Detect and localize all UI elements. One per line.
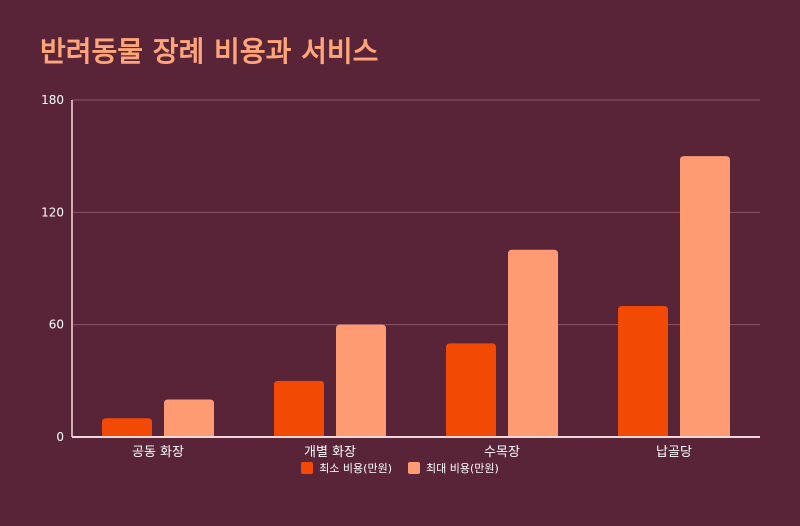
chart-title: 반려동물 장례 비용과 서비스 bbox=[40, 35, 379, 68]
bar-0-3 bbox=[618, 305, 668, 437]
x-category-label-1: 개별 화장 bbox=[304, 445, 356, 460]
axes bbox=[71, 100, 760, 438]
legend-item-max[interactable]: 최대 비용(만원) bbox=[408, 460, 499, 476]
x-category-label-2: 수목장 bbox=[484, 445, 520, 460]
legend: 최소 비용(만원) 최대 비용(만원) bbox=[0, 460, 800, 476]
bar-1-0 bbox=[164, 399, 214, 437]
x-category-label-3: 납골당 bbox=[656, 445, 692, 460]
bars bbox=[102, 156, 730, 437]
bar-1-2 bbox=[508, 249, 558, 437]
legend-swatch-max bbox=[408, 462, 420, 474]
bar-1-3 bbox=[680, 156, 730, 437]
legend-swatch-min bbox=[301, 462, 314, 474]
legend-item-min[interactable]: 최소 비용(만원) bbox=[301, 460, 392, 476]
legend-label-min: 최소 비용(만원) bbox=[319, 462, 392, 475]
bar-1-1 bbox=[336, 324, 386, 437]
labels: 0 60 120 180 공동 화장 개별 화장 수목장 납골당 bbox=[41, 93, 692, 460]
legend-label-max: 최대 비용(만원) bbox=[426, 462, 499, 475]
bar-0-0 bbox=[102, 418, 152, 437]
y-tick-label-1: 60 bbox=[49, 318, 64, 332]
x-category-label-0: 공동 화장 bbox=[132, 445, 184, 460]
grid-lines bbox=[72, 99, 760, 326]
y-tick-label-0: 0 bbox=[56, 430, 64, 444]
y-tick-label-3: 180 bbox=[41, 93, 64, 107]
y-tick-label-2: 120 bbox=[41, 205, 64, 219]
bar-0-2 bbox=[446, 343, 496, 437]
bar-0-1 bbox=[274, 380, 324, 437]
